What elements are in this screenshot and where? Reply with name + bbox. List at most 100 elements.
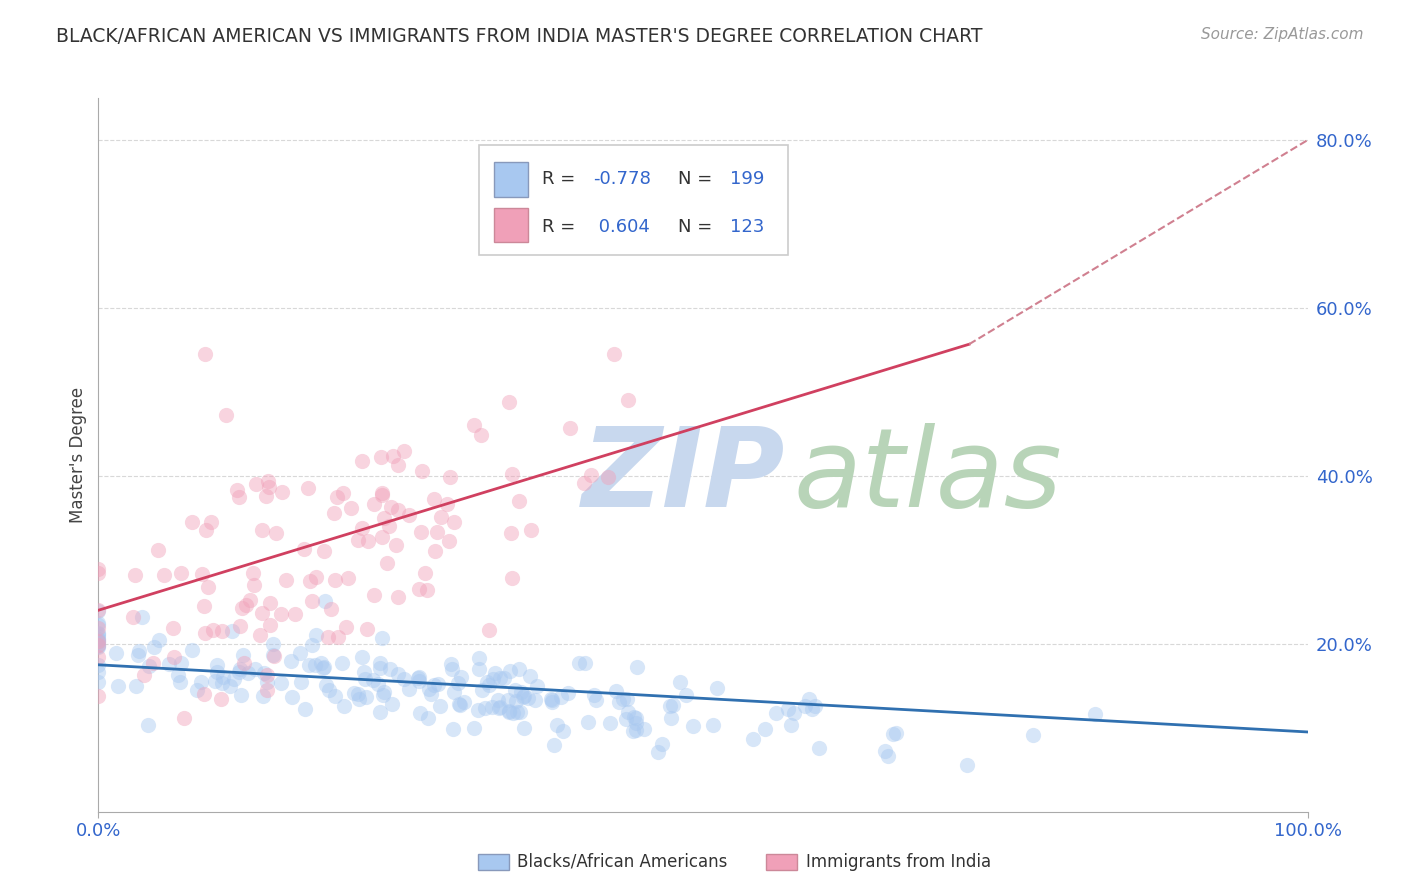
Point (882, 727, 904, 741)
Point (568, 656, 591, 670)
Point (87, 632, 110, 646)
Point (304, 628, 326, 642)
Point (211, 624, 233, 638)
Point (87, 633, 110, 648)
Point (543, 738, 565, 752)
Point (370, 485, 392, 500)
Point (87, 657, 110, 672)
Point (427, 677, 450, 691)
Point (370, 656, 392, 670)
Point (585, 693, 607, 707)
Point (380, 500, 402, 514)
Point (363, 588, 385, 602)
Point (508, 494, 530, 508)
Point (477, 675, 499, 690)
Point (87, 632, 110, 647)
Point (557, 686, 579, 700)
Point (128, 644, 150, 658)
Text: N =: N = (678, 218, 717, 235)
Point (443, 515, 465, 529)
Point (574, 656, 596, 670)
Point (526, 680, 548, 694)
Point (356, 690, 378, 704)
Point (418, 711, 440, 725)
Point (347, 691, 370, 706)
Point (131, 609, 153, 624)
Point (218, 679, 240, 693)
Point (87, 635, 110, 649)
Point (603, 347, 626, 361)
Point (706, 681, 728, 695)
Point (87, 562, 110, 576)
Point (163, 649, 186, 664)
Point (193, 599, 215, 614)
Text: 123: 123 (730, 218, 763, 235)
Point (319, 601, 342, 615)
Point (440, 663, 463, 677)
Point (546, 718, 568, 732)
Point (470, 428, 492, 442)
Point (228, 490, 250, 504)
Point (315, 678, 337, 692)
Point (474, 701, 496, 715)
Point (250, 524, 273, 538)
Point (506, 706, 529, 720)
Point (236, 666, 259, 681)
Text: BLACK/AFRICAN AMERICAN VS IMMIGRANTS FROM INDIA MASTER'S DEGREE CORRELATION CHAR: BLACK/AFRICAN AMERICAN VS IMMIGRANTS FRO… (56, 27, 983, 45)
Point (501, 571, 523, 585)
Point (132, 667, 155, 681)
Point (797, 692, 820, 706)
Point (633, 723, 655, 737)
Point (346, 687, 368, 701)
Point (381, 697, 404, 711)
Point (505, 682, 527, 697)
Text: -0.778: -0.778 (593, 170, 651, 188)
Point (702, 717, 724, 731)
Point (357, 533, 380, 548)
Point (443, 685, 465, 699)
Point (509, 705, 531, 719)
Point (418, 681, 440, 696)
Point (447, 676, 470, 690)
Point (298, 574, 321, 588)
Point (488, 699, 510, 714)
Point (181, 642, 204, 657)
Text: ZIP: ZIP (582, 423, 786, 530)
Point (1021, 728, 1043, 742)
Point (195, 524, 218, 538)
Point (336, 571, 359, 585)
Point (387, 666, 409, 681)
Point (87, 603, 110, 617)
Point (605, 684, 627, 698)
Point (408, 670, 430, 684)
Point (415, 566, 437, 580)
Point (256, 675, 278, 690)
Point (294, 702, 316, 716)
Point (353, 672, 375, 686)
Point (264, 526, 287, 541)
Point (280, 690, 302, 704)
Point (408, 582, 430, 596)
Point (197, 580, 219, 594)
Point (659, 711, 682, 725)
Point (159, 657, 181, 671)
Point (416, 582, 439, 597)
Point (512, 690, 534, 704)
Point (323, 573, 346, 587)
Point (136, 718, 159, 732)
Point (780, 717, 803, 731)
Point (492, 671, 515, 685)
Point (614, 712, 637, 726)
Point (682, 719, 704, 733)
Point (956, 757, 979, 772)
Point (523, 693, 546, 707)
Point (540, 693, 562, 707)
Point (387, 502, 409, 516)
Point (249, 627, 271, 641)
Point (87, 566, 110, 581)
Point (423, 491, 446, 506)
Point (558, 420, 581, 434)
Point (262, 636, 284, 650)
Point (87, 665, 110, 679)
Point (330, 657, 353, 671)
